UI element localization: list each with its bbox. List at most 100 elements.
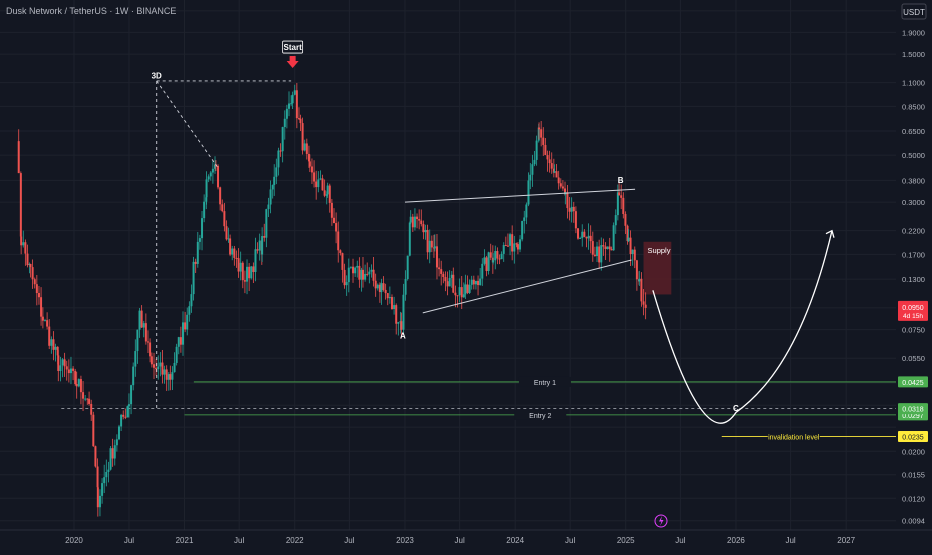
candle-body <box>217 165 220 188</box>
candle-body <box>177 337 180 347</box>
candle-body <box>400 321 403 330</box>
candle-body <box>98 495 101 508</box>
candle-body <box>90 403 93 415</box>
candle-body <box>466 284 469 293</box>
grid-lines <box>0 0 896 530</box>
candle-body <box>323 190 326 196</box>
candle-body <box>408 222 411 256</box>
projection-curve <box>652 230 833 424</box>
candle-body <box>513 243 516 252</box>
candle-body <box>84 398 87 400</box>
candle-body <box>472 279 475 285</box>
candle-body <box>332 217 335 224</box>
candle-body <box>448 278 451 287</box>
candle-body <box>347 267 350 283</box>
candle-body <box>366 273 369 275</box>
candle-body <box>59 365 62 372</box>
candle-body <box>188 306 191 315</box>
candle-body <box>167 374 170 380</box>
candle-body <box>182 322 185 345</box>
candle-body <box>352 266 355 274</box>
projection-arrowhead <box>825 229 835 238</box>
candle-body <box>63 359 66 367</box>
time-tick-label: 2025 <box>617 536 635 545</box>
candle-body <box>372 269 375 281</box>
candle-body <box>303 143 306 151</box>
candle-body <box>620 195 623 198</box>
candle-body <box>203 201 206 219</box>
price-tick-label: 0.0120 <box>902 494 925 503</box>
candle-body <box>261 236 264 255</box>
candle-body <box>35 284 38 294</box>
candle-body <box>159 362 162 367</box>
candle-body <box>477 280 480 286</box>
candle-body <box>542 137 545 145</box>
candle-body <box>614 215 617 226</box>
candle-body <box>460 287 463 298</box>
candle-body <box>341 253 344 270</box>
lightning-icon[interactable] <box>654 514 668 528</box>
marker-label-c: C <box>733 404 739 413</box>
candle-body <box>56 346 59 356</box>
candle-body <box>107 469 110 472</box>
candle-body <box>368 271 371 275</box>
candle-body <box>566 192 569 209</box>
candle-body <box>246 266 249 282</box>
level-price-tag-text: 0.0297 <box>902 413 924 420</box>
candle-body <box>433 246 436 249</box>
candle-body <box>585 237 588 239</box>
candle-body <box>506 245 509 247</box>
level-price-tag <box>898 430 928 442</box>
candle-body <box>411 216 414 228</box>
candle-body <box>136 329 139 352</box>
candle-body <box>184 322 187 330</box>
time-axis[interactable]: 2020 Jul 2021 Jul 2022 Jul 2023 Jul 2024 Jul 2025 J… <box>65 536 856 545</box>
candle-body <box>577 228 580 239</box>
candle-body <box>570 206 573 212</box>
candle-body <box>149 342 152 357</box>
candle-body <box>140 310 143 328</box>
candle-body <box>516 244 519 250</box>
candle-body <box>608 246 611 250</box>
candle-body <box>138 310 141 330</box>
candle-body <box>504 245 507 247</box>
candle-body <box>361 269 364 280</box>
candle-body <box>531 164 534 175</box>
candle-body <box>31 267 34 280</box>
candle-body <box>533 159 536 165</box>
candle-body <box>299 118 302 124</box>
candle-body <box>509 234 512 246</box>
time-tick-label: Jul <box>124 536 134 545</box>
price-tick-label: 0.3000 <box>902 198 925 207</box>
candle-body <box>256 249 259 251</box>
marker-label-3d: 3D <box>152 72 162 81</box>
wedge-lower-trendline <box>422 259 632 314</box>
candle-body <box>633 249 636 261</box>
candle-body <box>426 229 429 253</box>
current-price-tag <box>898 300 928 321</box>
currency-button[interactable] <box>901 3 927 20</box>
candle-body <box>103 477 106 484</box>
candle-body <box>430 240 433 248</box>
candle-body <box>479 278 482 286</box>
candle-body <box>612 225 615 251</box>
candle-body <box>481 263 484 279</box>
candle-body <box>205 179 208 198</box>
candle-body <box>629 237 632 255</box>
candle-body <box>96 487 99 508</box>
dashed-level-tag-text: 0.0318 <box>902 407 924 414</box>
marker-label-start: Start <box>284 43 303 52</box>
candle-body <box>454 292 457 296</box>
candle-body <box>600 245 603 263</box>
time-tick-label: Jul <box>234 536 244 545</box>
candle-body <box>523 217 526 222</box>
candle-body <box>328 185 331 203</box>
candle-body <box>422 224 425 233</box>
current-price-countdown: 4d 15h <box>903 313 923 320</box>
candle-body <box>57 355 60 372</box>
candle-body <box>307 153 310 162</box>
candle-body <box>326 185 329 195</box>
candle-body <box>134 351 137 367</box>
